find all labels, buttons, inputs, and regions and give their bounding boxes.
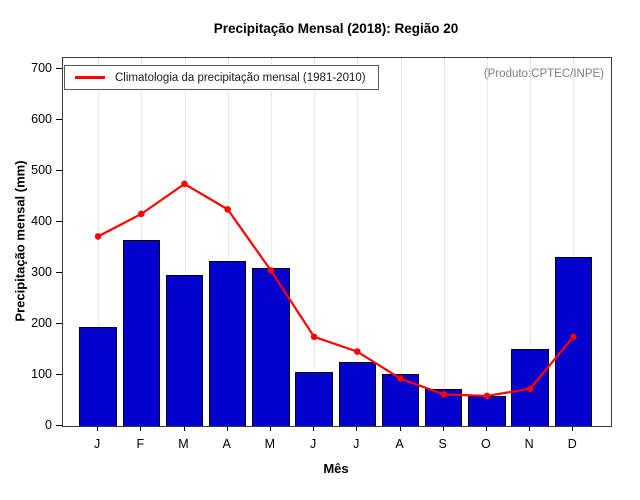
- gridline: [184, 58, 186, 426]
- y-tick: [56, 425, 62, 426]
- y-tick: [56, 68, 62, 70]
- y-tick-label: 200: [31, 316, 52, 331]
- legend-line-swatch: [75, 76, 105, 79]
- x-tick-label-4: A: [222, 437, 231, 451]
- precip-bar-12: [554, 256, 592, 426]
- climatology-point-7: [354, 348, 361, 355]
- precip-bar-6: [295, 372, 333, 426]
- precip-bar-1: [79, 326, 117, 426]
- climatology-line-layer: [94, 180, 577, 400]
- gridline: [400, 58, 402, 426]
- gridline: [314, 58, 316, 426]
- x-tick: [529, 426, 531, 431]
- climatology-point-8: [397, 375, 404, 382]
- x-tick: [269, 426, 271, 431]
- x-tick-label-10: O: [481, 437, 491, 451]
- y-tick: [56, 221, 62, 223]
- climatology-point-6: [310, 333, 318, 341]
- y-tick: [56, 170, 62, 172]
- chart-title: Precipitação Mensal (2018): Região 20: [213, 21, 459, 36]
- gridline: [98, 58, 100, 426]
- x-tick: [572, 426, 574, 431]
- y-axis-label: Precipitação mensal (mm): [12, 160, 28, 322]
- x-tick-label-1: J: [93, 437, 101, 451]
- y-tick-label: 600: [31, 112, 52, 127]
- y-tick: [56, 374, 62, 376]
- climatology-point-3: [181, 180, 188, 188]
- x-tick-label-8: A: [395, 437, 404, 451]
- gridline: [270, 58, 272, 426]
- climatology-point-5: [267, 267, 275, 274]
- y-tick: [56, 119, 62, 121]
- x-tick: [183, 426, 185, 431]
- x-tick: [399, 426, 401, 431]
- y-tick-label: 500: [31, 163, 52, 178]
- legend-label: Climatologia da precipitação mensal (198…: [115, 71, 366, 84]
- y-tick-label: 700: [31, 61, 52, 76]
- source-annotation: (Produto:CPTEC/INPE): [483, 68, 604, 80]
- x-tick: [97, 426, 99, 431]
- x-tick: [226, 426, 228, 431]
- x-tick: [485, 426, 487, 431]
- climatology-point-2: [138, 210, 145, 218]
- x-tick: [140, 426, 142, 431]
- y-tick-label: 100: [31, 367, 52, 382]
- precip-bar-7: [338, 361, 376, 426]
- climatology-point-4: [224, 206, 231, 213]
- climatology-point-9: [440, 391, 448, 398]
- legend-box: Climatologia da precipitação mensal (198…: [64, 65, 379, 90]
- y-tick: [56, 272, 62, 274]
- x-tick-label-9: S: [438, 437, 447, 451]
- x-tick-label-3: M: [178, 437, 189, 451]
- y-tick-label: 400: [31, 214, 52, 229]
- gridline: [357, 58, 359, 426]
- y-tick: [56, 323, 62, 325]
- gridline: [443, 58, 445, 426]
- x-tick-label-7: J: [353, 437, 360, 451]
- precip-bar-4: [209, 260, 247, 426]
- x-tick: [356, 426, 358, 431]
- plot-area: [62, 57, 612, 427]
- x-tick-label-11: N: [524, 437, 534, 451]
- x-tick-label-6: J: [309, 437, 317, 451]
- x-tick-label-12: D: [567, 437, 577, 451]
- climatology-point-1: [94, 233, 102, 240]
- x-axis-label: Mês: [323, 461, 349, 476]
- y-tick-label: 0: [45, 418, 52, 432]
- gridline: [486, 58, 488, 426]
- x-tick-label-5: M: [264, 437, 276, 451]
- precip-bar-3: [165, 275, 204, 426]
- gridline: [573, 58, 575, 426]
- gridline: [227, 58, 229, 426]
- climatology-point-12: [570, 333, 577, 341]
- x-tick: [442, 426, 444, 431]
- x-tick: [313, 426, 315, 431]
- y-tick-label: 300: [31, 265, 52, 280]
- precip-bar-8: [381, 373, 420, 426]
- precip-bar-2: [122, 239, 160, 426]
- climatology-point-10: [483, 392, 491, 400]
- climatology-point-11: [526, 385, 534, 393]
- gridline: [530, 58, 532, 426]
- x-tick-label-2: F: [136, 437, 145, 451]
- precip-bar-5: [252, 268, 290, 426]
- climatology-line: [97, 182, 575, 398]
